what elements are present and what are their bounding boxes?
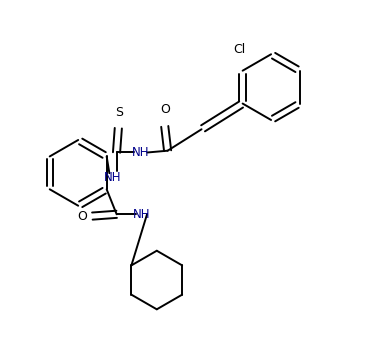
Text: NH: NH [132, 146, 149, 159]
Text: O: O [160, 103, 170, 116]
Text: Cl: Cl [233, 43, 245, 56]
Text: NH: NH [133, 208, 151, 221]
Text: S: S [115, 106, 123, 119]
Text: O: O [77, 210, 87, 222]
Text: NH: NH [104, 171, 122, 184]
